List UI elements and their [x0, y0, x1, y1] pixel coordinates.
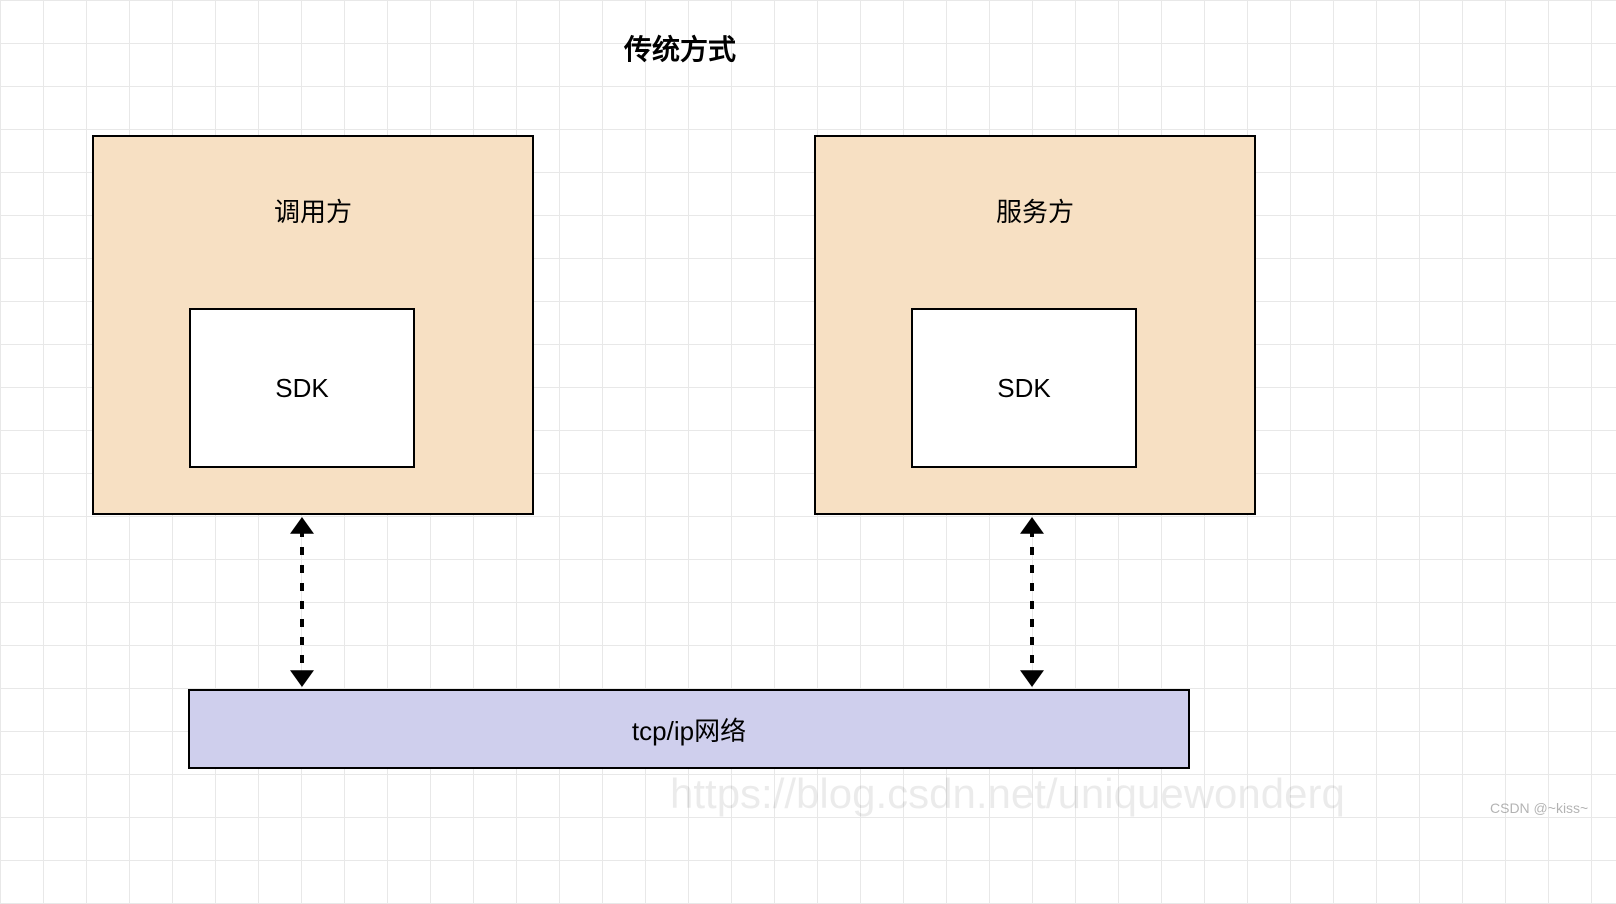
watermark-main-text: https://blog.csdn.net/uniquewonderq [670, 770, 1345, 817]
server-box-label: 服务方 [996, 192, 1074, 229]
server-sdk-box: SDK [911, 308, 1137, 468]
network-box-label: tcp/ip网络 [632, 711, 746, 748]
server-sdk-label: SDK [997, 373, 1050, 404]
watermark-main: https://blog.csdn.net/uniquewonderq [670, 770, 1345, 818]
watermark-small: CSDN @~kiss~ [1490, 800, 1588, 816]
caller-box-label: 调用方 [274, 192, 352, 229]
caller-sdk-label: SDK [275, 373, 328, 404]
diagram-canvas: 传统方式 调用方 SDK 服务方 SDK tcp/ip网络 https://bl… [0, 0, 1616, 904]
diagram-title-text: 传统方式 [624, 34, 736, 65]
arrow-right [1016, 517, 1048, 687]
arrow-left [286, 517, 318, 687]
watermark-small-text: CSDN @~kiss~ [1490, 800, 1588, 816]
network-box: tcp/ip网络 [188, 689, 1190, 769]
diagram-title: 传统方式 [600, 28, 760, 68]
caller-sdk-box: SDK [189, 308, 415, 468]
